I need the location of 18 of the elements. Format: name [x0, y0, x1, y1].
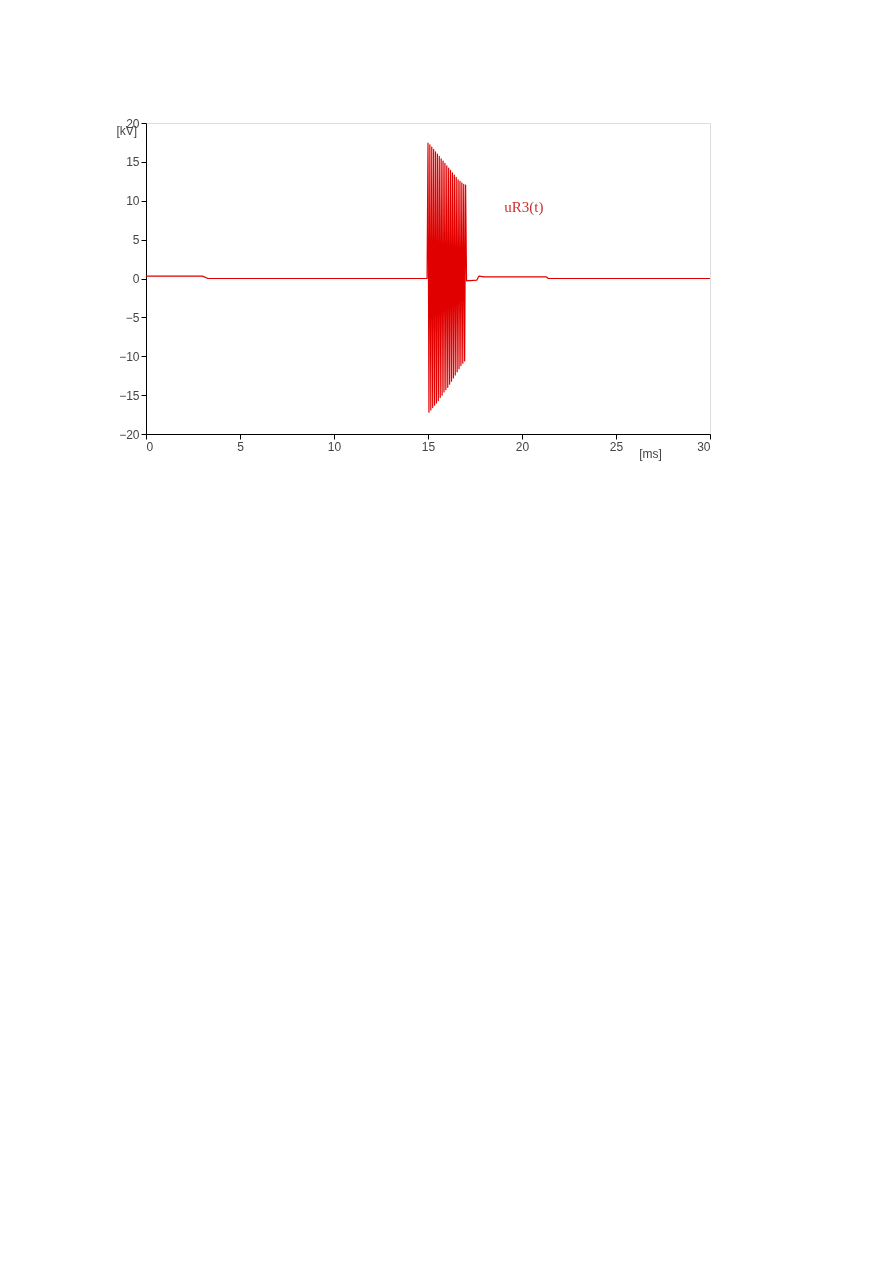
- y-tick-label: 0: [132, 272, 140, 286]
- y-tick-label: 5: [132, 233, 140, 248]
- x-tick-label: 30: [697, 439, 711, 454]
- y-tick-label: 15: [126, 155, 140, 170]
- annotation: uR3(t): [504, 198, 544, 216]
- x-tick-label: 0: [146, 439, 154, 454]
- x-tick-label: 10: [327, 439, 342, 454]
- x-tick-label: 15: [421, 439, 436, 454]
- y-tick-label: 10: [126, 194, 140, 209]
- y-tick-label: −15: [119, 388, 140, 403]
- y-tick-label: −20: [119, 427, 140, 442]
- x-tick-label: 25: [609, 439, 624, 454]
- y-tick-label: −10: [119, 349, 140, 364]
- x-axis-title: [ms]: [639, 446, 662, 461]
- y-tick-label: −5: [125, 310, 140, 325]
- x-tick-label: 5: [237, 439, 245, 454]
- x-tick-label: 20: [515, 439, 530, 454]
- line-series: [145, 142, 711, 413]
